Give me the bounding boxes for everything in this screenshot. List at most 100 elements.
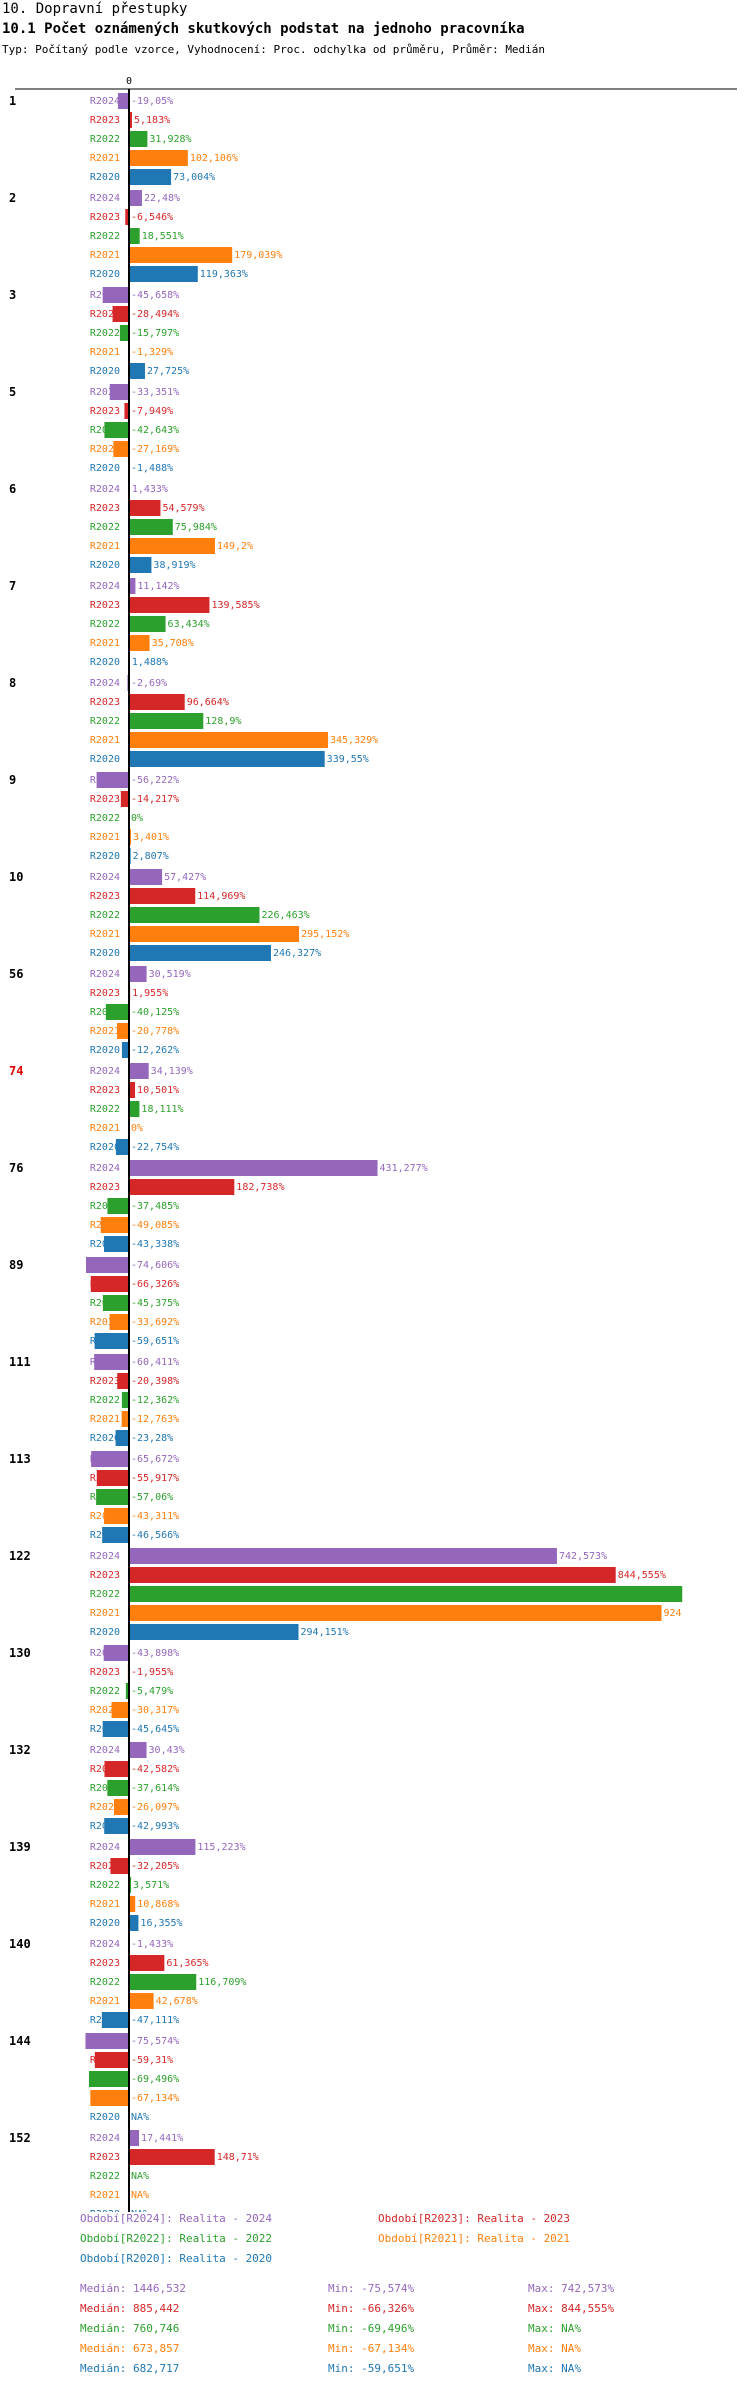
- series-label: R2023: [90, 503, 120, 514]
- bar-144-R2022: [88, 2071, 129, 2087]
- series-label: R2021: [90, 541, 120, 552]
- bar-140-R2021: [129, 1993, 154, 2009]
- bar-113-R2023: [96, 1470, 129, 1486]
- data-label: NA%: [131, 2209, 149, 2212]
- series-label: R2024: [90, 872, 120, 883]
- page-title: 10. Dopravní přestupky: [2, 1, 188, 17]
- data-label: -20,398%: [131, 1376, 179, 1387]
- series-label: R2021: [90, 153, 120, 164]
- data-label: 61,365%: [166, 1958, 208, 1969]
- series-label: R2021: [90, 1705, 120, 1716]
- legend-median-R2020: Medián: 682,717: [80, 2362, 180, 2375]
- group-label: 113: [9, 1452, 31, 1466]
- series-label: R2020: [90, 560, 120, 571]
- series-label: R2023: [90, 1376, 120, 1387]
- series-label: R2021: [90, 638, 120, 649]
- data-label: -45,658%: [131, 290, 179, 301]
- bar-7-R2022: [129, 616, 166, 632]
- bar-56-R2024: [129, 966, 147, 982]
- data-label: -28,494%: [131, 309, 179, 320]
- bar-6-R2020: [129, 557, 152, 573]
- bar-130-R2024: [103, 1645, 129, 1661]
- group-label: 3: [9, 288, 16, 302]
- series-label: R2020: [90, 269, 120, 280]
- bar-1-R2024: [118, 93, 129, 109]
- series-label: R2022: [90, 1395, 120, 1406]
- data-label: -59,31%: [131, 2055, 173, 2066]
- legend-median-R2023: Medián: 885,442: [80, 2302, 180, 2315]
- bar-2-R2024: [129, 190, 142, 206]
- legend-max-R2023: Max: 844,555%: [528, 2302, 615, 2315]
- bar-10-R2021: [129, 926, 300, 942]
- bar-132-R2023: [104, 1761, 129, 1777]
- data-label: -46,566%: [131, 1530, 179, 1541]
- data-label: 31,928%: [149, 134, 191, 145]
- series-label: R2021: [90, 250, 120, 261]
- series-label: R2021: [90, 347, 120, 358]
- data-label: -59,651%: [131, 1336, 179, 1347]
- series-label: R2021: [90, 1414, 120, 1425]
- series-label: R2020: [90, 1045, 120, 1056]
- series-label: R2024: [90, 1842, 120, 1853]
- data-label: 3,571%: [133, 1880, 169, 1891]
- data-label: 5,183%: [134, 115, 170, 126]
- data-label: 226,463%: [262, 910, 310, 921]
- series-label: R2020: [90, 1142, 120, 1153]
- legend-median-R2024: Medián: 1446,532: [80, 2282, 186, 2295]
- data-label: -12,763%: [131, 1414, 179, 1425]
- bar-76-R2021: [100, 1217, 129, 1233]
- data-label: 102,106%: [190, 153, 238, 164]
- bar-10-R2020: [129, 945, 271, 961]
- group-label: 5: [9, 385, 16, 399]
- data-label: -23,28%: [131, 1433, 173, 1444]
- bar-144-R2024: [85, 2033, 129, 2049]
- data-label: 431,277%: [380, 1163, 428, 1174]
- bar-132-R2020: [104, 1818, 129, 1834]
- bar-122-R2024: [129, 1548, 557, 1564]
- series-label: R2022: [90, 2171, 120, 2182]
- zero-tick-label: 0: [126, 76, 132, 87]
- data-label: NA%: [131, 2190, 149, 2201]
- data-label: 75,984%: [175, 522, 217, 533]
- series-label: R2022: [90, 1783, 120, 1794]
- data-label: 96,664%: [187, 697, 229, 708]
- legend-median-R2022: Medián: 760,746: [80, 2322, 180, 2335]
- series-label: R2024: [90, 193, 120, 204]
- series-label: R2022: [90, 910, 120, 921]
- data-label: 119,363%: [200, 269, 248, 280]
- bar-1-R2022: [129, 131, 148, 147]
- bar-9-R2023: [120, 791, 129, 807]
- series-label: R2024: [90, 1939, 120, 1950]
- data-label: -67,134%: [131, 2093, 179, 2104]
- bar-139-R2020: [129, 1915, 139, 1931]
- group-label: 74: [9, 1064, 23, 1078]
- data-label: -55,917%: [131, 1473, 179, 1484]
- group-label: 1: [9, 94, 16, 108]
- series-label: R2020: [90, 1433, 120, 1444]
- bar-56-R2022: [105, 1004, 129, 1020]
- bar-7-R2021: [129, 635, 150, 651]
- chart-subtitle: 10.1 Počet oznámených skutkových podstat…: [2, 21, 525, 37]
- legend-max-R2020: Max: NA%: [528, 2362, 581, 2375]
- legend-max-R2022: Max: NA%: [528, 2322, 581, 2335]
- series-label: R2023: [90, 988, 120, 999]
- series-label: R2024: [90, 1163, 120, 1174]
- series-label: R2024: [90, 1551, 120, 1562]
- bar-139-R2024: [129, 1839, 196, 1855]
- data-label: 116,709%: [198, 1977, 246, 1988]
- data-label: 844,555%: [618, 1570, 666, 1581]
- data-label: -69,496%: [131, 2074, 179, 2085]
- data-label: 339,55%: [327, 754, 369, 765]
- group-label: 152: [9, 2131, 31, 2145]
- data-label: -47,111%: [131, 2015, 179, 2026]
- data-label: 10,868%: [137, 1899, 179, 1910]
- bar-7-R2024: [129, 578, 136, 594]
- series-label: R2020: [90, 2112, 120, 2123]
- bar-113-R2022: [96, 1489, 129, 1505]
- data-label: 128,9%: [205, 716, 241, 727]
- data-label: 179,039%: [234, 250, 282, 261]
- bar-74-R2022: [129, 1101, 140, 1117]
- legend-period-R2020: Období[R2020]: Realita - 2020: [80, 2252, 273, 2265]
- bar-74-R2020: [115, 1139, 129, 1155]
- series-label: R2024: [90, 969, 120, 980]
